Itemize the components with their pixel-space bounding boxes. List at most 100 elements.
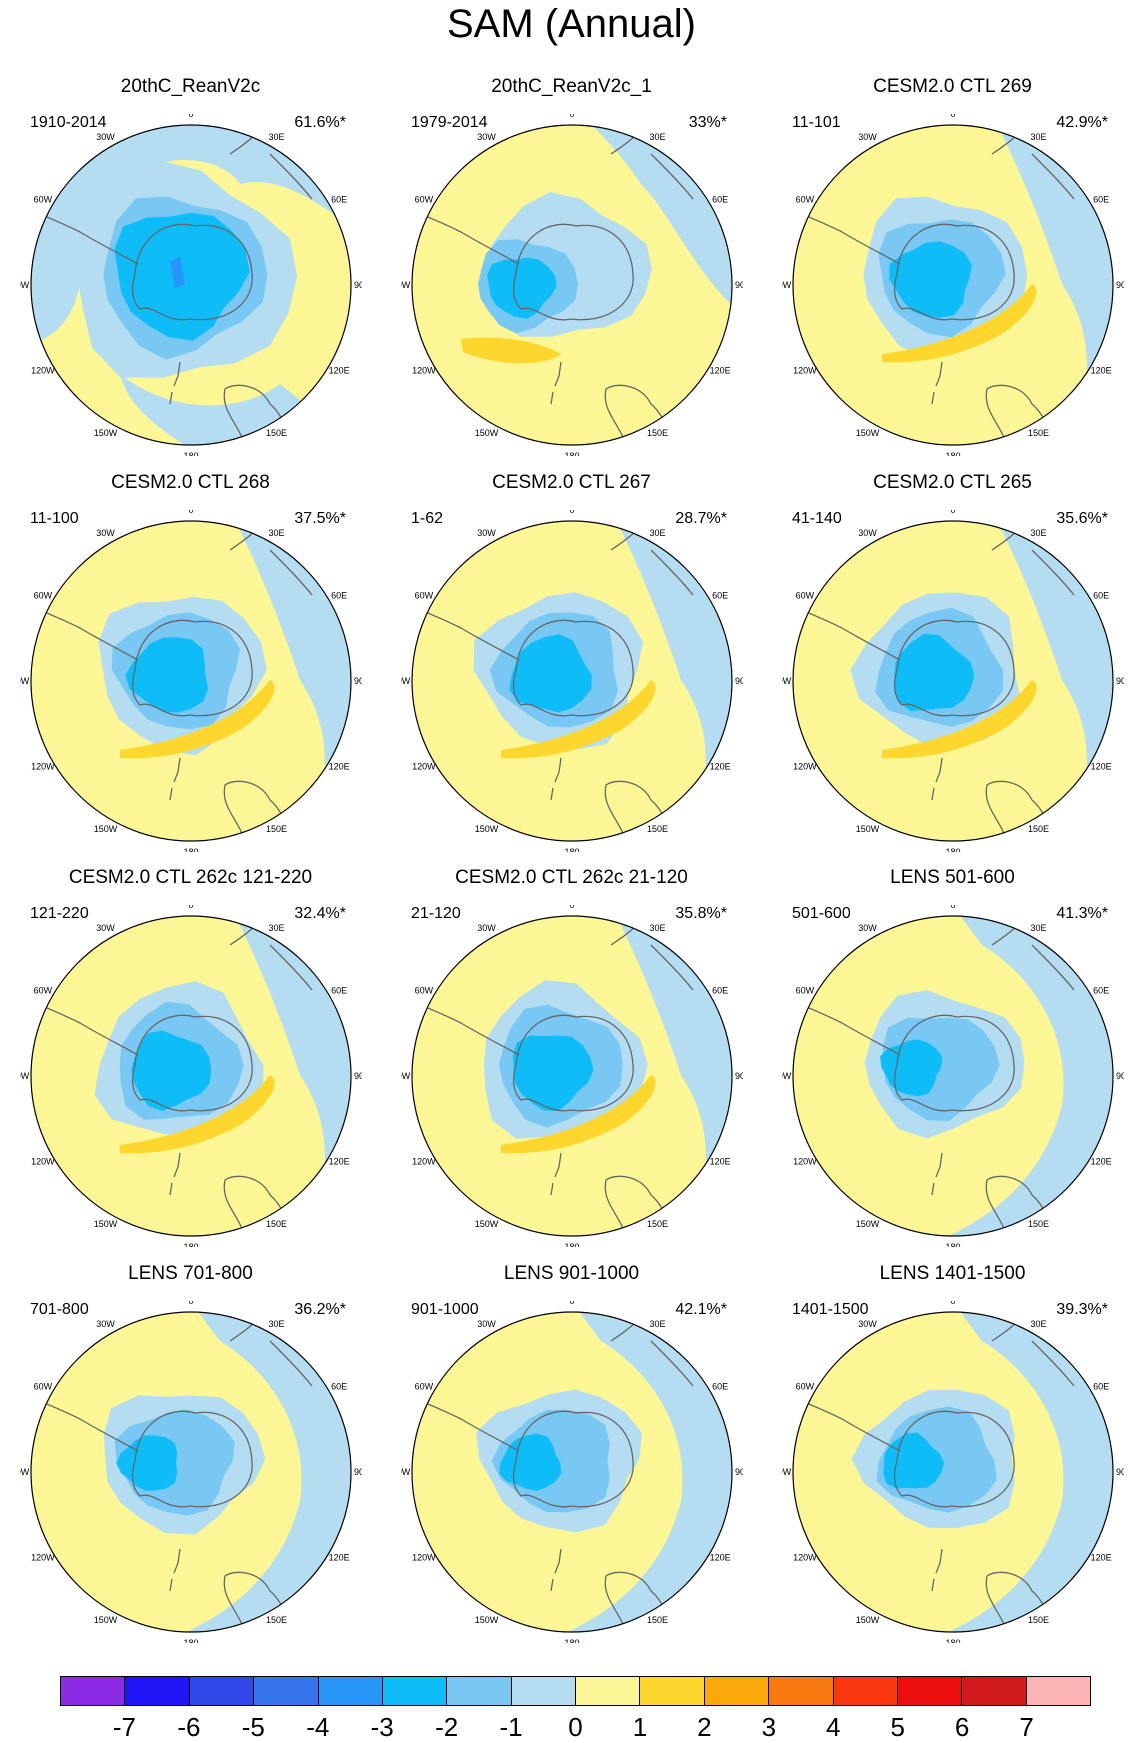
period-label: 121-220 xyxy=(30,905,89,922)
longitude-label: 0 xyxy=(188,114,193,119)
period-label: 11-101 xyxy=(792,114,841,131)
colorbar-box xyxy=(962,1677,1027,1705)
colorbar-tick-label: -2 xyxy=(435,1712,459,1742)
longitude-label: 90E xyxy=(354,1467,362,1477)
longitude-label: 150E xyxy=(647,428,668,438)
longitude-label: 150E xyxy=(266,1219,287,1229)
polar-map: 0 30E 60E 90E 120E 150E 180 150W 120W 90W 60W 30W xyxy=(401,905,743,1247)
longitude-label: 150W xyxy=(475,1615,499,1625)
longitude-label: 120W xyxy=(31,1157,55,1167)
longitude-label: 150E xyxy=(266,1615,287,1625)
panel-title: 20thC_ReanV2c_1 xyxy=(491,76,652,97)
colorbar-tick-label: 7 xyxy=(1019,1712,1034,1742)
longitude-label: 180 xyxy=(564,451,579,456)
longitude-label: 60E xyxy=(712,591,728,601)
longitude-label: 30E xyxy=(1030,528,1046,538)
longitude-label: 120E xyxy=(1091,762,1112,772)
panel-title: CESM2.0 CTL 262c 21-120 xyxy=(455,867,688,888)
longitude-label: 150W xyxy=(856,824,880,834)
polar-map: 0 30E 60E 90E 120E 150E 180 150W 120W 90W 60W 30W xyxy=(401,510,743,852)
longitude-label: 30W xyxy=(96,132,115,142)
figure-title: SAM (Annual) xyxy=(447,2,696,46)
longitude-label: 30E xyxy=(649,528,665,538)
longitude-label: 0 xyxy=(569,1301,574,1306)
longitude-label: 60W xyxy=(34,986,53,996)
longitude-label: 30E xyxy=(268,923,284,933)
longitude-label: 90W xyxy=(782,676,792,686)
variance-percent: 41.3%* xyxy=(1056,905,1108,922)
colorbar-box xyxy=(769,1677,834,1705)
map-panel: CESM2.0 CTL 262c 121-220 0 30E 60E 90E 120E 15… xyxy=(0,867,381,1267)
longitude-label: 180 xyxy=(945,1242,960,1247)
colorbar-tick-label: 6 xyxy=(954,1712,970,1742)
longitude-label: 150E xyxy=(266,824,287,834)
colorbar-tick-label: 0 xyxy=(568,1712,583,1742)
colorbar-box xyxy=(511,1677,576,1705)
variance-percent: 39.3%* xyxy=(1056,1301,1108,1318)
panel-title: LENS 901-1000 xyxy=(503,1263,640,1284)
panel-title: CESM2.0 CTL 265 xyxy=(873,472,1032,493)
polar-map: 0 30E 60E 90E 120E 150E 180 150W 120W 90W 60W 30W xyxy=(20,114,362,456)
colorbar-box xyxy=(125,1677,190,1705)
map-panel: 20thC_ReanV2c_1 0 30E 60E 90E 120E 150E 180 150W… xyxy=(381,76,762,476)
longitude-label: 120E xyxy=(710,366,731,376)
longitude-label: 150E xyxy=(266,428,287,438)
panel-title: CESM2.0 CTL 262c 121-220 xyxy=(68,867,313,888)
colorbar-box xyxy=(254,1677,319,1705)
longitude-label: 90W xyxy=(20,1467,30,1477)
longitude-label: 90W xyxy=(401,1467,411,1477)
longitude-label: 180 xyxy=(564,1638,579,1643)
longitude-label: 150W xyxy=(475,1219,499,1229)
colorbar-tick-label: -7 xyxy=(112,1712,136,1742)
colorbar xyxy=(60,1676,1091,1706)
longitude-label: 60W xyxy=(415,986,434,996)
colorbar-box xyxy=(447,1677,512,1705)
map-panel: LENS 701-800 0 30E 60E 90E 120E 150E 180 150W 120… xyxy=(0,1263,381,1663)
variance-percent: 32.4%* xyxy=(294,905,346,922)
period-label: 501-600 xyxy=(792,905,851,922)
colorbar-box xyxy=(189,1677,255,1705)
panel-title: CESM2.0 CTL 269 xyxy=(873,76,1032,97)
longitude-label: 120W xyxy=(793,1553,817,1563)
longitude-label: 90W xyxy=(20,676,30,686)
longitude-label: 60E xyxy=(712,195,728,205)
longitude-label: 150W xyxy=(856,1615,880,1625)
longitude-label: 120E xyxy=(710,762,731,772)
longitude-label: 90E xyxy=(354,676,362,686)
longitude-label: 60E xyxy=(712,1382,728,1392)
variance-percent: 61.6%* xyxy=(294,114,346,131)
period-label: 1979-2014 xyxy=(411,114,488,131)
longitude-label: 180 xyxy=(564,847,579,852)
longitude-label: 30E xyxy=(649,923,665,933)
map-panel: LENS 901-1000 0 30E 60E 90E 120E 150E 180 150W 12… xyxy=(381,1263,762,1663)
longitude-label: 90W xyxy=(20,1071,30,1081)
polar-map: 0 30E 60E 90E 120E 150E 180 150W 120W 90W 60W 30W xyxy=(401,114,743,456)
longitude-label: 120W xyxy=(793,366,817,376)
longitude-label: 90E xyxy=(735,1071,743,1081)
longitude-label: 180 xyxy=(183,451,198,456)
longitude-label: 150W xyxy=(856,1219,880,1229)
variance-percent: 36.2%* xyxy=(294,1301,346,1318)
polar-map: 0 30E 60E 90E 120E 150E 180 150W 120W 90W 60W 30W xyxy=(782,510,1124,852)
longitude-label: 90W xyxy=(401,1071,411,1081)
longitude-label: 60E xyxy=(712,986,728,996)
longitude-label: 120E xyxy=(1091,366,1112,376)
longitude-label: 0 xyxy=(188,510,193,515)
longitude-label: 30W xyxy=(96,923,115,933)
longitude-label: 150W xyxy=(94,824,118,834)
longitude-label: 120E xyxy=(329,366,350,376)
longitude-label: 60W xyxy=(34,591,53,601)
longitude-label: 150E xyxy=(647,1615,668,1625)
longitude-label: 30W xyxy=(477,132,496,142)
longitude-label: 60E xyxy=(331,986,347,996)
colorbar-box xyxy=(382,1677,448,1705)
longitude-label: 60E xyxy=(1093,1382,1109,1392)
longitude-label: 120E xyxy=(1091,1157,1112,1167)
period-label: 1910-2014 xyxy=(30,114,107,131)
longitude-label: 90E xyxy=(735,676,743,686)
colorbar-box xyxy=(833,1677,898,1705)
longitude-label: 0 xyxy=(950,1301,955,1306)
colorbar-tick-label: -4 xyxy=(306,1712,330,1742)
longitude-label: 30E xyxy=(268,1319,284,1329)
colorbar-tick-label: -6 xyxy=(177,1712,201,1742)
